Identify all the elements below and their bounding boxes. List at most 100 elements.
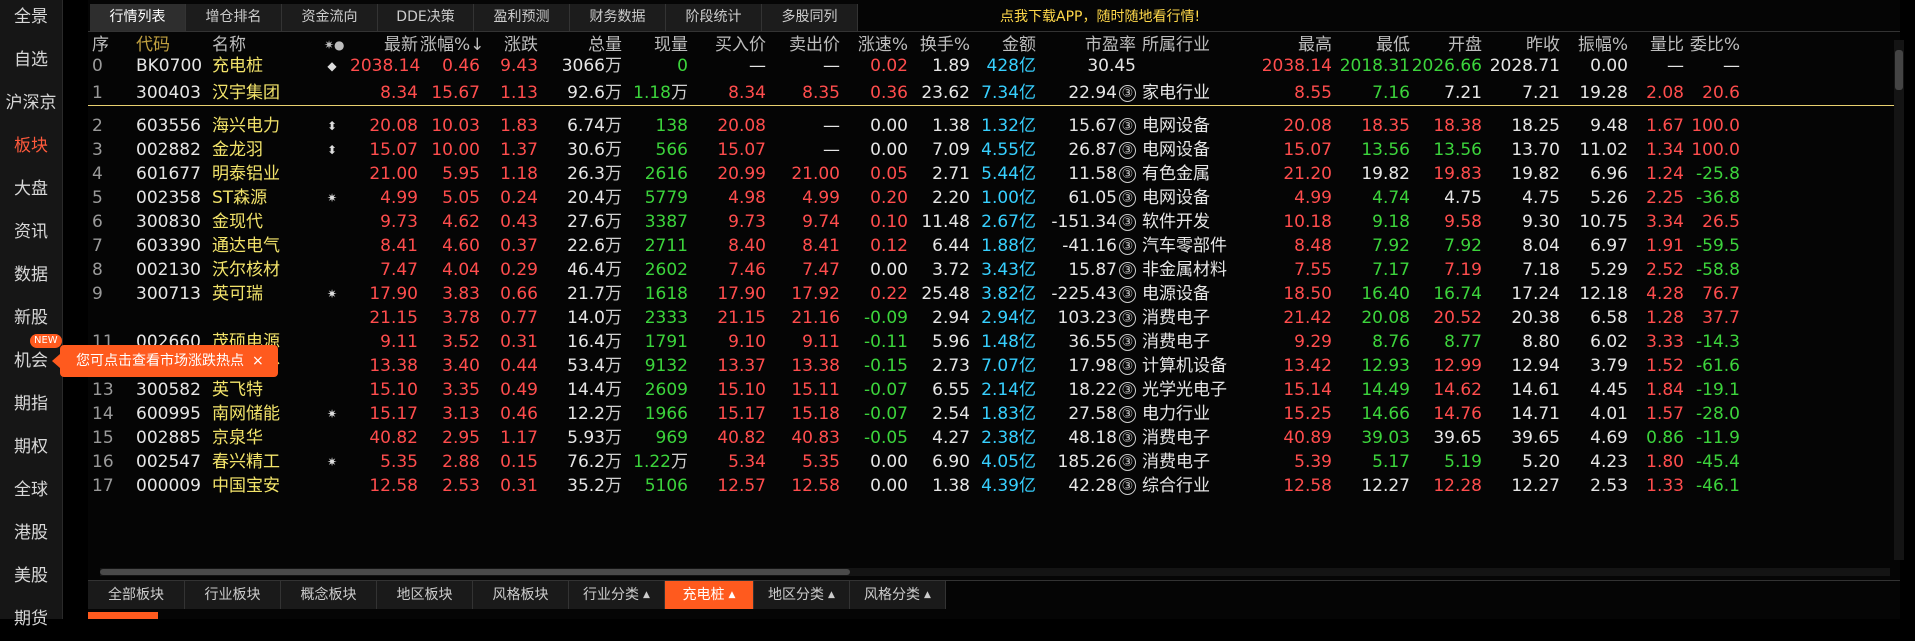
bottom-tab-4[interactable]: 风格板块 [473, 581, 569, 609]
close-icon[interactable]: × [252, 353, 264, 369]
column-header-speed[interactable]: 涨速% [857, 35, 908, 55]
mark-column-icon[interactable]: ✷● [324, 38, 345, 52]
column-header-name[interactable]: 名称 [212, 35, 246, 55]
vertical-scrollbar[interactable] [1894, 40, 1904, 560]
column-header-ask[interactable]: 卖出价 [789, 35, 840, 55]
sidebar-item-12[interactable]: 港股 [0, 512, 62, 555]
sidebar-item-11[interactable]: 全球 [0, 469, 62, 512]
cell-last: 20.08 [350, 114, 418, 138]
tab-2[interactable]: 资金流向 [282, 4, 378, 31]
horizontal-scrollbar[interactable] [100, 568, 1890, 576]
bottom-tab-2[interactable]: 概念板块 [281, 581, 377, 609]
bottom-tab-0[interactable]: 全部板块 [88, 581, 185, 609]
column-header-seq[interactable]: 序 [92, 35, 109, 55]
cell-value: 185.26 [1057, 452, 1117, 472]
bottom-tab-1[interactable]: 行业板块 [185, 581, 281, 609]
sidebar-item-1[interactable]: 自选 [0, 39, 62, 82]
column-header-vol[interactable]: 总量 [588, 35, 622, 55]
cell-value: 消费电子 [1142, 428, 1210, 448]
column-header-prev[interactable]: 昨收 [1526, 35, 1560, 55]
table-row[interactable]: 15 002885 京泉华 40.82 2.95 1.17 5.93万 969 40.82 40.… [88, 426, 1900, 450]
column-header-last[interactable]: 最新 [384, 35, 418, 55]
table-row[interactable]: 6 300830 金现代 9.73 4.62 0.43 27.6万 3387 9.73 9.74 0… [88, 210, 1900, 234]
sidebar-item-8[interactable]: 机会 NEW [0, 334, 62, 383]
pe-rank-badge: ③ [1119, 262, 1136, 279]
column-header-vr[interactable]: 量比 [1650, 35, 1684, 55]
cell-value: 3.83 [442, 284, 480, 304]
table-row[interactable]: 11 002660 茂硕电源 9.11 3.52 0.31 16.4万 1791 9.10 9.1… [88, 330, 1900, 354]
download-app-promo-link[interactable]: 点我下载APP，随时随地看行情! [1000, 9, 1201, 25]
sidebar-item-13[interactable]: 美股 [0, 555, 62, 598]
vertical-scroll-thumb[interactable] [1895, 50, 1903, 90]
table-row[interactable]: 4 601677 明泰铝业 21.00 5.95 1.18 26.3万 2616 20.99 21… [88, 162, 1900, 186]
column-header-open[interactable]: 开盘 [1448, 35, 1482, 55]
column-header-high[interactable]: 最高 [1298, 35, 1332, 55]
table-row[interactable]: 5 002358 ST森源 ✷ 4.99 5.05 0.24 20.4万 5779 4.98 4.9… [88, 186, 1900, 210]
table-row[interactable]: 13 300582 英飞特 15.10 3.35 0.49 14.4万 2609 15.10 15… [88, 378, 1900, 402]
sidebar-item-2[interactable]: 沪深京 [0, 82, 62, 125]
bottom-tab-5[interactable]: 行业分类 ▲ [569, 581, 665, 609]
sidebar-item-0[interactable]: 全景 [0, 0, 62, 39]
tab-1[interactable]: 增仓排名 [186, 4, 282, 31]
tab-0[interactable]: 行情列表 [90, 4, 186, 31]
table-row[interactable]: 14 600995 南网储能 ✷ 15.17 3.13 0.46 12.2万 1966 15.17… [88, 402, 1900, 426]
table-row[interactable]: 9 300713 英可瑞 ✷ 17.90 3.83 0.66 21.7万 1618 17.90 17… [88, 282, 1900, 306]
cell-value: 消费电子 [1142, 332, 1210, 352]
cell-high: 13.42 [1252, 354, 1332, 378]
column-header-wb[interactable]: 委比% [1689, 35, 1740, 55]
table-row[interactable]: 12002236大华股份13.383.400.4453.4万913213.371… [88, 354, 1900, 378]
cell-value: 002547 [136, 452, 201, 472]
cell-last: 2038.14 [350, 54, 420, 78]
table-row[interactable]: 21.15 3.78 0.77 14.0万 2333 21.15 21.16 -0.09 2.9… [88, 306, 1900, 330]
cell-prev: 39.65 [1482, 426, 1560, 450]
cell-value: 2711 [644, 236, 688, 256]
table-row[interactable]: 17 000009 中国宝安 12.58 2.53 0.31 35.2万 5106 12.57 1… [88, 474, 1900, 498]
column-header-chg[interactable]: 涨跌 [504, 35, 538, 55]
sidebar-item-6[interactable]: 数据 [0, 254, 62, 297]
cell-pct: 15.67 [420, 81, 480, 105]
table-row[interactable]: 2 603556 海兴电力 ⬍ 20.08 10.03 1.83 6.74万 138 20.08—… [88, 114, 1900, 138]
column-header-bid[interactable]: 买入价 [715, 35, 766, 55]
horizontal-scroll-thumb[interactable] [100, 569, 850, 575]
cell-vr: 3.33 [1628, 330, 1684, 354]
sidebar-item-10[interactable]: 期权 [0, 426, 62, 469]
cell-value: 15.87 [1068, 260, 1117, 280]
sidebar-item-5[interactable]: 资讯 [0, 211, 62, 254]
cell-amp: 11.02 [1560, 138, 1628, 162]
cell-unit: 万 [671, 83, 688, 103]
column-header-turn[interactable]: 换手% [919, 35, 970, 55]
column-header-ind[interactable]: 所属行业 [1142, 35, 1210, 55]
column-header-pe[interactable]: 市盈率 [1085, 35, 1136, 55]
table-row[interactable]: 0 BK0700 充电桩 ◆ 2038.14 0.46 9.43 3066万 0— —0.02 1.… [88, 54, 1900, 78]
column-header-amt[interactable]: 金额 [1002, 35, 1036, 55]
cell-ind: 光学光电子 [1142, 378, 1252, 402]
tab-6[interactable]: 阶段统计 [666, 4, 762, 31]
sidebar-item-7[interactable]: 新股 [0, 297, 62, 340]
bottom-tab-7[interactable]: 地区分类 ▲ [754, 581, 850, 609]
table-row[interactable]: 7 603390 通达电气 8.41 4.60 0.37 22.6万 2711 8.40 8.41… [88, 234, 1900, 258]
table-row[interactable]: 1 300403 汉宇集团 8.34 15.67 1.13 92.6万 1.18万 8.34 8.… [88, 81, 1900, 106]
table-row[interactable]: 8 002130 沃尔核材 7.47 4.04 0.29 46.4万 2602 7.46 7.47… [88, 258, 1900, 282]
tab-7[interactable]: 多股同列 [762, 4, 858, 31]
bottom-tab-3[interactable]: 地区板块 [377, 581, 473, 609]
sidebar-item-9[interactable]: 期指 [0, 383, 62, 426]
bottom-tab-6[interactable]: 充电桩 ▲ [665, 581, 754, 609]
column-header-low[interactable]: 最低 [1376, 35, 1410, 55]
column-header-pct[interactable]: 涨幅%↓ [420, 35, 485, 55]
column-header-code[interactable]: 代码 [136, 35, 170, 55]
tab-5[interactable]: 财务数据 [570, 4, 666, 31]
sidebar-item-14[interactable]: 期货 [0, 598, 62, 641]
tab-3[interactable]: DDE决策 [378, 4, 474, 31]
bottom-tab-8[interactable]: 风格分类 ▲ [850, 581, 946, 609]
column-header-amp[interactable]: 振幅% [1577, 35, 1628, 55]
cell-amp: 6.58 [1560, 306, 1628, 330]
market-hotspot-tooltip[interactable]: 您可点击查看市场涨跌热点 × [52, 345, 278, 377]
sidebar-item-4[interactable]: 大盘 [0, 168, 62, 211]
cell-low: 5.17 [1332, 450, 1410, 474]
table-row[interactable]: 3 002882 金龙羽 ⬍ 15.07 10.00 1.37 30.6万 566 15.07—0… [88, 138, 1900, 162]
column-header-cur[interactable]: 现量 [654, 35, 688, 55]
tab-4[interactable]: 盈利预测 [474, 4, 570, 31]
sidebar-item-3[interactable]: 板块 [0, 125, 62, 168]
cell-pct: 2.95 [420, 426, 480, 450]
table-row[interactable]: 16 002547 春兴精工 ✷ 5.35 2.88 0.15 76.2万 1.22万 5.34 5… [88, 450, 1900, 474]
